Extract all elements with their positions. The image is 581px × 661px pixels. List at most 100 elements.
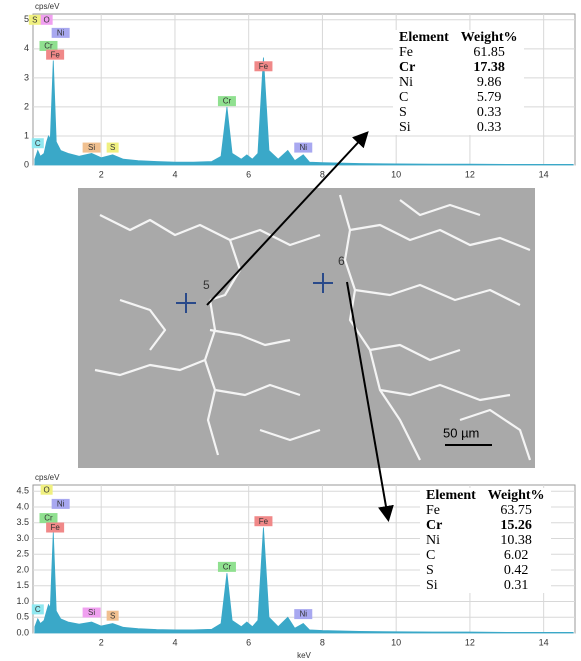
peak-label: S	[32, 15, 37, 24]
x-axis-label: keV	[297, 651, 311, 660]
composition-table: Element Weight% Fe 63.75 Cr 15.26 Ni 10.38 C 6.02…	[420, 488, 551, 593]
y-tick-label: 2.0	[16, 564, 29, 574]
x-tick-label: 4	[172, 169, 177, 179]
table-cell: 10.38	[500, 533, 532, 548]
dendrites	[94, 194, 532, 461]
peak-label: Cr	[223, 562, 232, 571]
table-cell: 0.33	[476, 105, 502, 120]
spectrum	[34, 527, 574, 634]
peak-label-box	[106, 142, 119, 153]
table-cell: 0.33	[476, 120, 502, 135]
table-cell: Cr	[426, 518, 443, 533]
table-cell: C	[426, 548, 436, 563]
peak-label: Ni	[299, 143, 307, 152]
arrow	[206, 131, 369, 306]
peak-label-box	[39, 40, 58, 51]
peak-label: Cr	[223, 97, 232, 106]
table-cell: 6.02	[503, 548, 529, 563]
table-row: Si 0.33	[393, 120, 524, 135]
peak-label: S	[110, 143, 115, 152]
table-cell: Si	[399, 120, 411, 135]
peak-label: Si	[88, 608, 95, 617]
x-tick-label: 4	[172, 637, 177, 647]
table-cell: S	[426, 563, 434, 578]
sem-image: 5 6 50 µm	[78, 188, 535, 468]
peak-label-box	[217, 561, 236, 572]
peak-label: Fe	[259, 517, 269, 526]
peak-label-box	[31, 138, 44, 149]
x-tick-label: 14	[539, 169, 549, 179]
table-cell: Si	[426, 578, 438, 593]
peak-label: O	[44, 15, 50, 24]
table-row: Fe 61.85	[393, 45, 524, 60]
peak-label-box	[28, 14, 41, 25]
x-tick-label: 6	[246, 169, 251, 179]
y-axis-label: cps/eV	[35, 2, 60, 11]
table-row: Cr 17.38	[393, 60, 524, 75]
table-cell: 61.85	[473, 45, 505, 60]
point-markers	[176, 273, 333, 313]
peak-label: C	[35, 605, 41, 614]
y-tick-label: 3.0	[16, 533, 29, 543]
peak-label: O	[44, 485, 50, 494]
peak-label: Cr	[44, 514, 53, 523]
table-cell: 9.86	[476, 75, 502, 90]
arrow	[346, 281, 394, 522]
y-tick-label: 1.5	[16, 580, 29, 590]
table-row: Cr 15.26	[420, 518, 551, 533]
peak-label: Si	[88, 143, 95, 152]
y-tick-label: 3	[24, 72, 29, 82]
peak-label: Ni	[57, 28, 65, 37]
y-tick-label: 0.0	[16, 627, 29, 637]
peak-label-box	[31, 604, 44, 615]
table-cell: Weight%	[460, 30, 518, 45]
x-tick-label: 6	[246, 637, 251, 647]
table-cell: C	[399, 90, 409, 105]
table-row: Ni 10.38	[420, 533, 551, 548]
table-cell: 0.31	[503, 578, 529, 593]
peak-label: Ni	[299, 610, 307, 619]
y-tick-label: 4.0	[16, 501, 29, 511]
peak-label-box	[294, 609, 313, 620]
table-row: S 0.42	[420, 563, 551, 578]
table-row: Element Weight%	[393, 30, 524, 45]
x-tick-label: 2	[99, 637, 104, 647]
x-tick-label: 10	[391, 169, 401, 179]
peak-label-box	[39, 513, 58, 524]
peak-label: Cr	[44, 42, 53, 51]
peak-label: Fe	[50, 50, 60, 59]
peak-label-box	[51, 27, 70, 38]
y-tick-label: 1.0	[16, 596, 29, 606]
peak-label-box	[217, 96, 236, 107]
y-tick-label: 2.5	[16, 549, 29, 559]
peak-label-box	[82, 142, 101, 153]
y-axis-label: cps/eV	[35, 473, 60, 482]
peak-label-box	[46, 522, 65, 533]
spectrum	[34, 57, 574, 166]
y-tick-label: 0	[24, 159, 29, 169]
table-cell: Ni	[399, 75, 413, 90]
y-tick-label: 3.5	[16, 517, 29, 527]
peak-label: Ni	[57, 500, 65, 509]
table-cell: S	[399, 105, 407, 120]
y-tick-label: 2	[24, 101, 29, 111]
table-row: Si 0.31	[420, 578, 551, 593]
y-tick-label: 1	[24, 130, 29, 140]
table-row: Ni 9.86	[393, 75, 524, 90]
table-row: Fe 63.75	[420, 503, 551, 518]
peak-label-box	[40, 484, 53, 495]
peak-label-box	[51, 498, 70, 509]
point-label: 6	[338, 254, 345, 268]
table-cell: Element	[399, 30, 449, 45]
peak-label-box	[294, 142, 313, 153]
peak-label-box	[46, 49, 65, 60]
table-cell: 0.42	[503, 563, 529, 578]
table-row: S 0.33	[393, 105, 524, 120]
y-tick-label: 5	[24, 14, 29, 24]
point-label: 5	[203, 278, 210, 292]
peak-label-box	[254, 516, 273, 527]
x-tick-label: 12	[465, 637, 475, 647]
scale-bar-label: 50 µm	[443, 425, 479, 440]
x-tick-label: 14	[539, 637, 549, 647]
